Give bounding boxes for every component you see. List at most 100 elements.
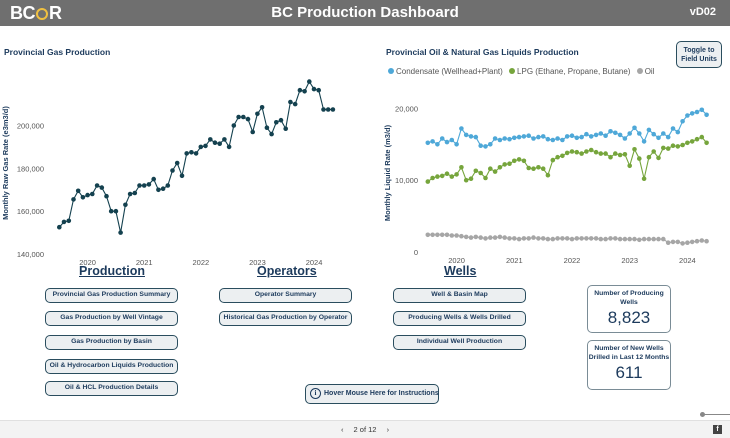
liquids-production-chart: 0 10,000 20,000 2020 2021 2022 2023 2024 Monthly…: [383, 104, 709, 265]
liquids-data-point-1: [540, 166, 546, 171]
oil-hcl-details-button[interactable]: Oil & HCL Production Details: [45, 381, 178, 396]
historical-gas-by-operator-button[interactable]: Historical Gas Production by Operator: [219, 311, 352, 326]
liquids-data-point-0: [463, 132, 469, 138]
liquids-data-point-1: [564, 150, 570, 156]
individual-well-production-button[interactable]: Individual Well Production: [393, 335, 526, 350]
liquids-data-point-1: [584, 149, 589, 154]
liquids-data-point-0: [444, 139, 450, 145]
new-wells-card: Number of New Wells Drilled in Last 12 M…: [587, 340, 671, 390]
liquids-data-point-0: [579, 134, 584, 140]
liquids-x-tick: 2022: [564, 256, 581, 265]
liquids-data-point-0: [646, 127, 652, 133]
liquids-data-point-1: [449, 174, 455, 179]
liquids-data-point-0: [516, 134, 522, 140]
liquids-data-point-0: [651, 131, 656, 137]
producing-wells-drilled-button[interactable]: Producing Wells & Wells Drilled: [393, 311, 526, 326]
gas-data-point-0: [99, 185, 105, 190]
liquids-data-point-0: [632, 125, 637, 131]
liquids-data-point-1: [603, 151, 608, 156]
gas-by-basin-button[interactable]: Gas Production by Basin: [45, 335, 178, 350]
liquids-data-point-0: [574, 135, 580, 141]
liquids-data-point-1: [579, 151, 584, 156]
gas-data-point-0: [297, 87, 303, 93]
gas-data-point-0: [278, 117, 284, 123]
liquids-data-point-2: [646, 236, 652, 242]
new-wells-value: 611: [615, 362, 643, 382]
liquids-data-point-0: [613, 130, 618, 136]
gas-x-tick: 2024: [306, 258, 323, 267]
zoom-slider-handle[interactable]: [700, 412, 705, 417]
provincial-gas-summary-button[interactable]: Provincial Gas Production Summary: [45, 288, 178, 303]
prev-page-icon[interactable]: ‹: [340, 425, 344, 434]
liquids-data-point-1: [521, 158, 527, 164]
liquids-data-point-2: [622, 236, 628, 242]
facebook-share-icon[interactable]: f: [713, 425, 722, 434]
next-page-icon[interactable]: ›: [386, 425, 390, 434]
liquids-data-point-2: [699, 238, 705, 243]
liquids-data-point-2: [564, 236, 570, 241]
liquids-data-point-1: [665, 146, 671, 151]
liquids-data-point-1: [502, 162, 507, 167]
operator-summary-button[interactable]: Operator Summary: [219, 288, 352, 303]
liquids-data-point-2: [536, 236, 541, 241]
liquids-data-point-0: [555, 136, 560, 141]
liquids-data-point-0: [430, 139, 435, 144]
gas-data-point-0: [311, 86, 317, 92]
liquids-data-point-2: [574, 236, 580, 241]
gas-chart-title: Provincial Gas Production: [4, 47, 111, 57]
page-indicator: 2 of 12: [353, 425, 377, 434]
gas-y-axis-label: Monthly Raw Gas Rate (e3m3/d): [1, 106, 10, 220]
liquids-data-point-0: [584, 131, 589, 137]
liquids-data-point-2: [444, 232, 450, 238]
gas-data-point-0: [316, 87, 322, 93]
liquids-data-point-0: [627, 131, 632, 136]
gas-data-point-0: [151, 176, 156, 182]
gas-data-point-0: [85, 192, 90, 198]
liquids-data-point-1: [641, 176, 647, 181]
producing-wells-value: 8,823: [607, 307, 651, 327]
liquids-data-point-0: [473, 134, 479, 140]
liquids-data-point-0: [425, 140, 431, 146]
liquids-data-point-2: [627, 236, 632, 242]
gas-data-point-0: [156, 187, 161, 193]
liquids-data-point-2: [632, 236, 637, 242]
liquids-x-tick: 2021: [506, 256, 523, 265]
liquids-data-point-1: [689, 139, 695, 144]
gas-data-point-0: [231, 123, 237, 128]
gas-data-point-0: [118, 230, 123, 235]
hover-instructions-button[interactable]: i Hover Mouse Here for Instructions: [305, 384, 439, 404]
liquids-data-point-1: [608, 154, 613, 160]
gas-data-point-0: [61, 219, 67, 225]
liquids-data-point-2: [497, 234, 503, 240]
liquids-data-point-1: [680, 142, 685, 148]
liquids-data-point-0: [545, 136, 551, 142]
liquids-data-point-0: [670, 126, 676, 131]
liquids-data-point-0: [661, 131, 666, 136]
gas-production-chart: 140,000 160,000 180,000 200,000 2020 2021 2022…: [1, 79, 336, 267]
oil-hcl-production-button[interactable]: Oil & Hydrocarbon Liquids Production: [45, 359, 178, 374]
gas-data-point-0: [90, 191, 95, 197]
well-basin-map-button[interactable]: Well & Basin Map: [393, 288, 526, 303]
gas-data-point-0: [269, 131, 274, 137]
gas-by-vintage-button[interactable]: Gas Production by Well Vintage: [45, 311, 178, 326]
liquids-data-point-0: [488, 142, 493, 147]
toggle-field-units-button[interactable]: Toggle to Field Units: [676, 41, 722, 68]
liquids-data-point-0: [608, 129, 613, 134]
gas-data-point-0: [307, 79, 312, 84]
zoom-slider[interactable]: [700, 412, 730, 417]
gas-data-point-0: [104, 193, 109, 199]
liquids-data-point-1: [555, 154, 560, 160]
liquids-data-point-1: [699, 134, 705, 140]
liquids-data-point-1: [632, 147, 637, 152]
gas-data-point-0: [302, 89, 307, 94]
liquids-data-point-1: [430, 175, 435, 181]
liquids-y-tick: 10,000: [395, 176, 418, 185]
liquids-data-point-1: [694, 136, 700, 142]
liquids-data-point-0: [439, 136, 445, 141]
liquids-data-point-0: [454, 142, 459, 147]
liquids-data-point-0: [593, 132, 599, 138]
gas-data-point-0: [160, 186, 166, 191]
liquids-data-point-0: [502, 136, 507, 141]
liquids-data-point-0: [656, 135, 661, 141]
producing-wells-card: Number of Producing Wells 8,823: [587, 285, 671, 333]
